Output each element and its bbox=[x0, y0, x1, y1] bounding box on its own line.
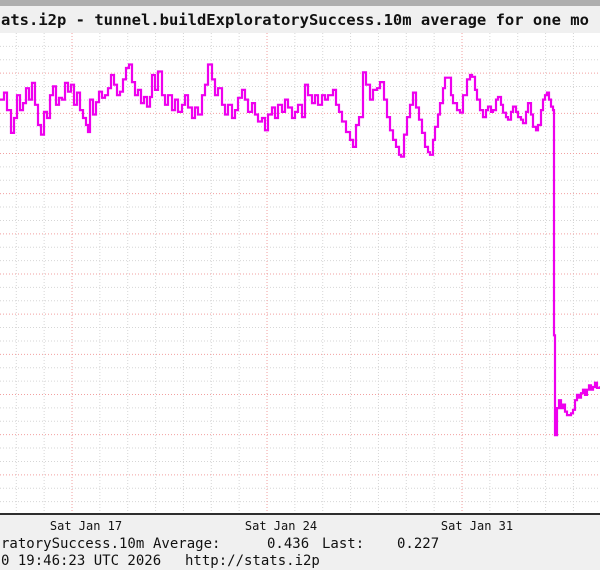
legend-average-value: 0.436 bbox=[267, 536, 310, 552]
footer-timestamp: 0 19:46:23 UTC 2026 bbox=[1, 553, 162, 569]
series-line-build-exploratory-success bbox=[0, 63, 600, 437]
x-tick-label: Sat Jan 31 bbox=[440, 519, 514, 533]
legend-last-value: 0.227 bbox=[397, 536, 440, 552]
legend-series-label: ratorySuccess.10m bbox=[1, 536, 145, 552]
graph-title: ats.i2p - tunnel.buildExploratorySuccess… bbox=[1, 11, 589, 29]
window-top-strip bbox=[0, 0, 600, 6]
footer-url: http://stats.i2p bbox=[185, 553, 320, 569]
grid-minor-lines bbox=[0, 33, 600, 515]
legend-row: ratorySuccess.10m Average: 0.436 Last: 0… bbox=[0, 536, 600, 552]
x-tick-label: Sat Jan 17 bbox=[49, 519, 123, 533]
legend-last-label: Last: bbox=[322, 536, 365, 552]
chart-svg bbox=[0, 33, 600, 515]
footer-row: 0 19:46:23 UTC 2026 http://stats.i2p bbox=[0, 553, 600, 569]
x-tick-label: Sat Jan 24 bbox=[244, 519, 318, 533]
plot-area bbox=[0, 33, 600, 515]
grid-major-lines bbox=[0, 33, 600, 515]
legend-average-label: Average: bbox=[153, 536, 221, 552]
